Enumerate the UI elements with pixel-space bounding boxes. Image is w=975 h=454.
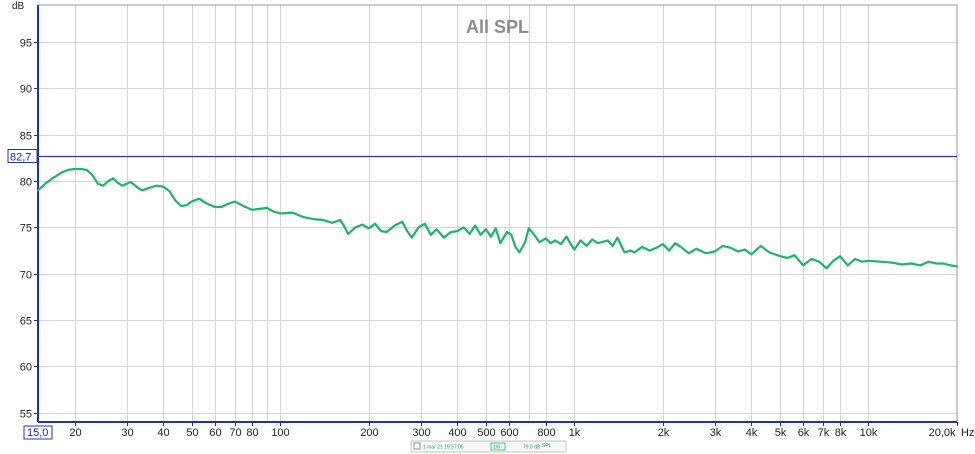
legend-smoothing: 1/6 bbox=[493, 445, 500, 451]
x-tick-label: 80 bbox=[246, 427, 258, 439]
x-axis-ticks: 20 30 40 50 60 70 80 100 200 300 400 500 600 800 1k 2k 3… bbox=[69, 422, 958, 439]
x-tick-label: 8k bbox=[835, 427, 847, 439]
grid bbox=[38, 5, 957, 422]
y-tick-label: 60 bbox=[20, 362, 32, 374]
y-tick-label: 85 bbox=[20, 131, 32, 143]
legend[interactable]: 1 mar 21 19:57:06 1/6 79,0 dB SPL bbox=[410, 440, 567, 453]
y-tick-label: 65 bbox=[20, 316, 32, 328]
x-axis-unit-label: Hz bbox=[961, 427, 974, 439]
legend-checkbox[interactable] bbox=[413, 442, 421, 450]
x-tick-label: 5k bbox=[775, 427, 787, 439]
y-tick-label: 95 bbox=[20, 38, 32, 50]
x-tick-label: 10k bbox=[860, 427, 878, 439]
y-axis-unit-label: dB bbox=[12, 1, 25, 12]
y-tick-label: 55 bbox=[20, 409, 32, 421]
x-tick-label: 50 bbox=[186, 427, 198, 439]
x-tick-label: 20,0k bbox=[929, 427, 956, 439]
spl-trace bbox=[36, 167, 959, 270]
x-tick-label: 40 bbox=[157, 427, 169, 439]
legend-smoothing-swatch bbox=[490, 442, 506, 451]
x-tick-label: 70 bbox=[229, 427, 241, 439]
legend-series-name: 1 mar 21 19:57:06 bbox=[423, 445, 464, 451]
x-tick-label: 100 bbox=[271, 427, 289, 439]
x-start-value[interactable]: 15,0 bbox=[27, 427, 48, 439]
x-tick-label: 400 bbox=[448, 427, 466, 439]
level-cursor-value[interactable]: 82,7 bbox=[10, 152, 31, 164]
legend-box bbox=[410, 440, 567, 453]
series-layer bbox=[36, 167, 959, 270]
x-tick-label: 500 bbox=[477, 427, 495, 439]
y-axis-ticks: 55 60 65 70 75 80 85 90 95 bbox=[20, 38, 38, 421]
x-tick-label: 200 bbox=[360, 427, 378, 439]
x-tick-label: 4k bbox=[746, 427, 758, 439]
x-tick-label: 300 bbox=[412, 427, 430, 439]
x-tick-label: 20 bbox=[69, 427, 81, 439]
y-tick-label: 70 bbox=[20, 270, 32, 282]
x-tick-label: 600 bbox=[500, 427, 518, 439]
y-tick-label: 90 bbox=[20, 84, 32, 96]
x-tick-label: 800 bbox=[537, 427, 555, 439]
x-tick-label: 1k bbox=[569, 427, 581, 439]
plot-frame bbox=[37, 4, 958, 423]
chart-title: All SPL bbox=[466, 17, 529, 37]
level-cursor-box[interactable] bbox=[7, 149, 38, 163]
y-tick-label: 75 bbox=[20, 223, 32, 235]
x-tick-label: 60 bbox=[209, 427, 221, 439]
legend-value: 79,0 dB bbox=[523, 445, 541, 451]
x-tick-label: 6k bbox=[798, 427, 810, 439]
plot-border bbox=[37, 4, 958, 423]
x-tick-label: 3k bbox=[710, 427, 722, 439]
legend-value-unit: SPL bbox=[542, 443, 552, 449]
x-tick-label: 2k bbox=[658, 427, 670, 439]
y-tick-label: 80 bbox=[20, 177, 32, 189]
x-tick-label: 7k bbox=[818, 427, 830, 439]
x-start-box[interactable] bbox=[23, 425, 53, 440]
x-tick-label: 30 bbox=[121, 427, 133, 439]
